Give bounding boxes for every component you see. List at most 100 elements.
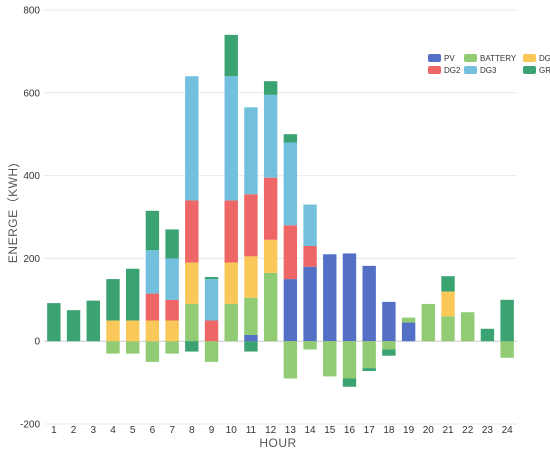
bar-dg1-hour-8[interactable] [185,262,199,304]
bar-dg2-hour-8[interactable] [185,200,199,263]
bar-dg3-hour-10[interactable] [224,76,238,201]
bar-dg1-hour-10[interactable] [224,262,238,304]
bar-battery-hour-9[interactable] [204,341,219,362]
bar-grid-hour-9[interactable] [204,277,219,280]
bar-grid-hour-11[interactable] [244,341,258,352]
bar-battery-hour-13[interactable] [283,341,298,379]
bar-grid-hour-2[interactable] [66,310,81,342]
bar-pv-hour-17[interactable] [362,265,376,342]
bar-dg1-hour-11[interactable] [244,256,258,298]
bar-dg2-hour-14[interactable] [303,245,317,267]
bar-pv-hour-18[interactable] [382,301,396,342]
legend-item-grid[interactable]: GRID [523,66,550,75]
bar-battery-hour-16[interactable] [342,341,357,379]
bar-grid-hour-12[interactable] [263,81,278,95]
bar-grid-hour-13[interactable] [283,134,298,143]
bar-grid-hour-17[interactable] [362,368,376,372]
bar-grid-hour-23[interactable] [480,328,495,342]
bar-grid-hour-3[interactable] [86,300,100,342]
x-tick-label: 24 [502,425,514,436]
bar-battery-hour-8[interactable] [185,303,199,342]
legend-item-dg2[interactable]: DG2 [428,66,461,75]
bar-battery-hour-5[interactable] [125,341,140,354]
bar-dg1-hour-7[interactable] [165,320,179,342]
bar-grid-hour-6[interactable] [145,210,160,251]
bar-grid-hour-21[interactable] [441,276,455,292]
legend-item-pv[interactable]: PV [428,54,455,63]
bar-battery-hour-18[interactable] [382,341,396,350]
bar-pv-hour-14[interactable] [303,266,317,342]
y-tick-label: 800 [23,6,40,17]
bar-battery-hour-7[interactable] [165,341,179,354]
bar-dg2-hour-7[interactable] [165,299,179,321]
bar-pv-hour-19[interactable] [401,322,416,342]
y-tick-label: 0 [34,337,40,348]
y-axis-title: ENERGE（KWH) [6,163,20,263]
bar-dg2-hour-13[interactable] [283,225,298,280]
bar-battery-hour-14[interactable] [303,341,317,350]
legend-label: DG3 [480,66,497,75]
bar-grid-hour-24[interactable] [500,299,514,342]
bar-layer [47,34,514,387]
bar-dg1-hour-12[interactable] [263,239,278,273]
bar-pv-hour-13[interactable] [283,279,298,342]
bar-battery-hour-11[interactable] [244,297,258,335]
bar-battery-hour-17[interactable] [362,341,376,369]
bar-dg3-hour-6[interactable] [145,250,160,294]
x-tick-label: 16 [344,425,356,436]
legend-swatch [523,54,536,62]
bar-battery-hour-20[interactable] [421,303,436,342]
bar-battery-hour-12[interactable] [263,272,278,342]
bar-dg1-hour-4[interactable] [106,320,120,342]
bar-battery-hour-6[interactable] [145,341,160,362]
bar-dg3-hour-13[interactable] [283,142,298,226]
bar-dg2-hour-10[interactable] [224,200,238,263]
bar-grid-hour-16[interactable] [342,378,357,387]
bar-pv-hour-11[interactable] [244,334,258,342]
bar-dg2-hour-12[interactable] [263,177,278,240]
bar-grid-hour-7[interactable] [165,229,179,259]
bar-dg1-hour-5[interactable] [125,320,140,342]
x-axis-title: HOUR [259,436,296,450]
bar-dg2-hour-11[interactable] [244,194,258,257]
bar-dg3-hour-14[interactable] [303,204,317,246]
legend-item-dg1[interactable]: DG1 [523,54,550,63]
bar-battery-hour-19[interactable] [401,317,416,323]
bar-grid-hour-8[interactable] [185,341,199,352]
x-tick-label: 5 [130,425,136,436]
bar-battery-hour-21[interactable] [441,316,455,342]
bar-battery-hour-15[interactable] [323,341,337,377]
legend-swatch [428,66,441,74]
bar-grid-hour-18[interactable] [382,349,396,356]
x-tick-label: 14 [305,425,317,436]
bar-dg1-hour-21[interactable] [441,291,455,317]
bar-dg3-hour-12[interactable] [263,94,278,178]
legend-label: DG2 [444,66,461,75]
bar-dg2-hour-9[interactable] [204,320,219,342]
x-tick-label: 3 [90,425,96,436]
legend-item-dg3[interactable]: DG3 [464,66,497,75]
bar-dg3-hour-11[interactable] [244,107,258,195]
bar-battery-hour-10[interactable] [224,303,238,342]
bar-battery-hour-22[interactable] [461,312,475,342]
x-tick-label: 7 [169,425,175,436]
bar-dg2-hour-6[interactable] [145,293,160,321]
bar-grid-hour-5[interactable] [125,268,140,321]
bar-grid-hour-4[interactable] [106,279,120,321]
bar-battery-hour-24[interactable] [500,341,514,358]
bar-pv-hour-16[interactable] [342,253,357,342]
bar-dg1-hour-6[interactable] [145,320,160,342]
legend-swatch [428,54,441,62]
bar-grid-hour-1[interactable] [47,303,61,342]
bar-battery-hour-4[interactable] [106,341,120,354]
bar-grid-hour-10[interactable] [224,34,238,77]
bar-pv-hour-15[interactable] [323,254,337,342]
bar-dg3-hour-8[interactable] [185,76,199,201]
x-tick-label: 9 [209,425,215,436]
legend-item-battery[interactable]: BATTERY [464,54,517,63]
bar-dg3-hour-7[interactable] [165,258,179,300]
bar-dg3-hour-9[interactable] [204,279,219,321]
